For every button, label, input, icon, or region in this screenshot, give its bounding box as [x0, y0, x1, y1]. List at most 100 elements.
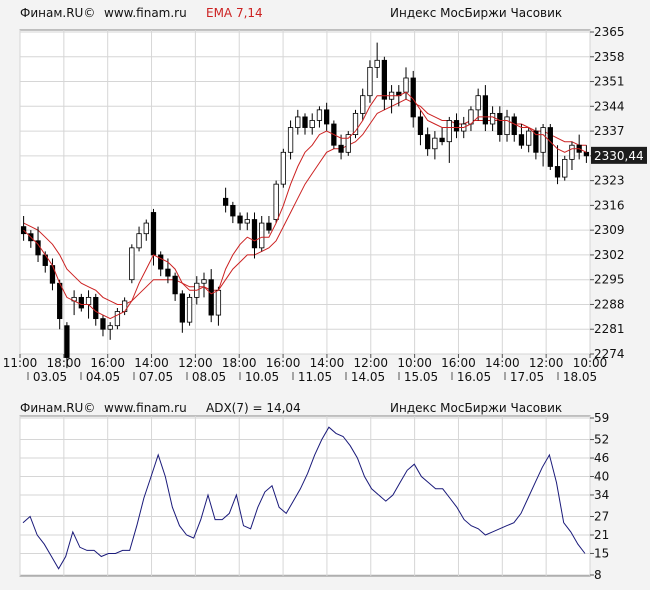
candle-up[interactable] [244, 219, 250, 224]
price-tick-label: 2337 [594, 124, 625, 138]
candle-up[interactable] [85, 296, 92, 305]
adx-tick-label: 46 [594, 451, 609, 465]
candle-up[interactable] [540, 127, 546, 153]
candle-down[interactable] [100, 318, 106, 330]
candle-down[interactable] [583, 151, 590, 157]
candle-down[interactable] [150, 212, 157, 256]
date-tick-label: 08.05 [192, 370, 226, 384]
header-brand[interactable]: Финам.RU© [20, 6, 95, 20]
candle-down[interactable] [222, 197, 229, 206]
adx-plot-area[interactable] [19, 415, 591, 577]
candle-down[interactable] [511, 116, 517, 136]
candle-up[interactable] [367, 66, 373, 97]
candle-up[interactable] [280, 151, 286, 185]
candle-down[interactable] [165, 268, 171, 277]
candle-down[interactable] [554, 166, 561, 178]
candle-down[interactable] [338, 144, 344, 153]
candle-down[interactable] [302, 116, 308, 128]
candle-up[interactable] [569, 144, 575, 160]
date-tick-label: 03.05 [33, 370, 67, 384]
date-tick-label: 18.05 [563, 370, 597, 384]
time-tick-label: 10:00 [573, 356, 608, 370]
candle-up[interactable] [562, 158, 568, 178]
candle-down[interactable] [266, 222, 272, 231]
candle-down[interactable] [453, 120, 460, 132]
adx-header-indicator: ADX(7) = 14,04 [206, 401, 301, 415]
candle-up[interactable] [489, 112, 496, 125]
candle-down[interactable] [172, 275, 178, 295]
candle-up[interactable] [374, 59, 380, 68]
date-tick-label: 11.05 [298, 370, 332, 384]
candle-down[interactable] [237, 215, 243, 224]
price-tick-label: 2323 [594, 174, 625, 188]
adx-header-site[interactable]: www.finam.ru [104, 401, 187, 415]
candle-down[interactable] [417, 116, 424, 136]
time-tick-label: 12:00 [353, 356, 388, 370]
candle-up[interactable] [352, 112, 359, 136]
candle-down[interactable] [547, 127, 553, 167]
candle-down[interactable] [179, 293, 185, 323]
candle-up[interactable] [504, 116, 510, 136]
candle-up[interactable] [107, 325, 113, 330]
price-tick-label: 2281 [594, 322, 625, 336]
price-tick-label: 2288 [594, 297, 625, 311]
candle-up[interactable] [215, 289, 222, 316]
candle-down[interactable] [425, 134, 431, 150]
candle-down[interactable] [482, 95, 489, 125]
header-instrument: Индекс МосБиржи Часовик [390, 6, 562, 20]
candle-up[interactable] [186, 296, 193, 323]
candle-up[interactable] [129, 247, 135, 281]
header-site[interactable]: www.finam.ru [104, 6, 187, 20]
candle-down[interactable] [230, 204, 236, 217]
candle-up[interactable] [201, 279, 207, 284]
time-tick-label: 16:00 [266, 356, 301, 370]
candle-down[interactable] [324, 109, 330, 125]
time-tick-label: 14:00 [485, 356, 520, 370]
price-tick-label: 2302 [594, 248, 625, 262]
candle-down[interactable] [78, 296, 84, 309]
candle-down[interactable] [381, 59, 388, 100]
adx-header-brand[interactable]: Финам.RU© [20, 401, 95, 415]
candle-up[interactable] [136, 233, 142, 249]
candle-up[interactable] [287, 127, 294, 153]
price-tick-label: 2365 [594, 25, 625, 39]
adx-tick-label: 27 [594, 510, 609, 524]
candle-up[interactable] [345, 134, 351, 153]
candle-up[interactable] [526, 130, 532, 146]
time-tick-label: 14:00 [310, 356, 345, 370]
last-price-value: 2330,44 [594, 149, 644, 163]
candle-down[interactable] [533, 130, 539, 153]
candle-down[interactable] [208, 279, 214, 316]
candle-up[interactable] [295, 116, 301, 128]
time-tick-label: 18:00 [222, 356, 257, 370]
candle-down[interactable] [64, 325, 70, 358]
candle-up[interactable] [114, 311, 121, 327]
date-tick-label: 14.05 [351, 370, 385, 384]
candle-up[interactable] [259, 222, 265, 249]
time-tick-label: 10:00 [397, 356, 432, 370]
candle-up[interactable] [316, 109, 323, 121]
candle-down[interactable] [20, 226, 27, 235]
candle-down[interactable] [57, 282, 63, 320]
candle-down[interactable] [158, 254, 164, 270]
price-plot-area[interactable] [19, 29, 591, 355]
candle-down[interactable] [439, 137, 445, 143]
candle-up[interactable] [446, 120, 452, 143]
time-tick-label: 14:00 [134, 356, 169, 370]
adx-header-instrument: Индекс МосБиржи Часовик [390, 401, 562, 415]
candle-up[interactable] [360, 95, 366, 114]
price-tick-label: 2358 [594, 50, 625, 64]
candle-up[interactable] [309, 120, 315, 128]
adx-tick-label: 34 [594, 488, 609, 502]
candle-up[interactable] [432, 137, 438, 150]
candle-down[interactable] [497, 112, 503, 136]
candle-down[interactable] [251, 219, 258, 249]
candle-up[interactable] [273, 183, 279, 220]
candle-up[interactable] [403, 77, 409, 93]
candle-down[interactable] [93, 296, 99, 320]
candle-up[interactable] [475, 95, 481, 111]
date-tick-label: 10.05 [245, 370, 279, 384]
candle-up[interactable] [143, 222, 149, 235]
candle-down[interactable] [518, 134, 525, 146]
